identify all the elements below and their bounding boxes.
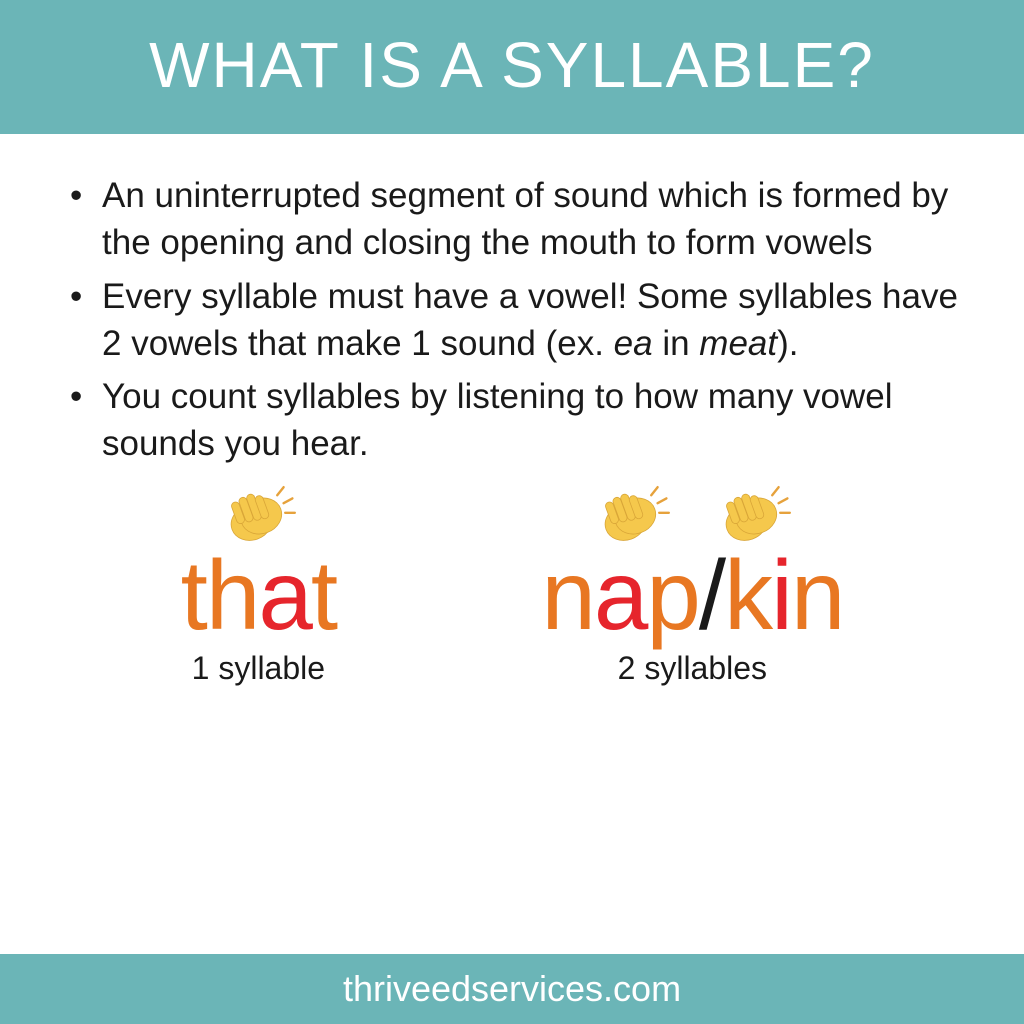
clap-icon: [592, 476, 672, 556]
word-segment: t: [311, 540, 336, 650]
example-inner: that: [181, 546, 336, 644]
example-word: that: [181, 546, 336, 644]
word-segment: k: [724, 540, 771, 650]
example-caption: 2 syllables: [618, 650, 767, 687]
clap-icon: [713, 476, 793, 556]
bullet-list: An uninterrupted segment of sound which …: [58, 172, 966, 468]
footer-text: thriveedservices.com: [0, 968, 1024, 1010]
footer-banner: thriveedservices.com: [0, 954, 1024, 1024]
content-area: An uninterrupted segment of sound which …: [0, 134, 1024, 954]
word-segment: a: [258, 540, 311, 650]
bullet-item: You count syllables by listening to how …: [58, 373, 966, 468]
bullet-item: Every syllable must have a vowel! Some s…: [58, 273, 966, 368]
example-word: nap/kin: [541, 546, 843, 644]
example-napkin: nap/kin 2 syllables: [541, 476, 843, 687]
word-segment: p: [646, 540, 699, 650]
header-banner: WHAT IS A SYLLABLE?: [0, 0, 1024, 134]
word-segment: n: [541, 540, 594, 650]
word-segment: th: [181, 540, 259, 650]
word-segment: n: [791, 540, 844, 650]
example-inner: nap/kin: [541, 546, 843, 644]
word-segment: i: [771, 540, 791, 650]
example-that: that 1 syllable: [181, 476, 336, 687]
clap-row: [541, 476, 843, 556]
clap-row: [181, 476, 336, 556]
bullet-item: An uninterrupted segment of sound which …: [58, 172, 966, 267]
clap-icon: [218, 476, 298, 556]
examples-row: that 1 syllable: [58, 476, 966, 687]
example-caption: 1 syllable: [192, 650, 325, 687]
page-title: WHAT IS A SYLLABLE?: [0, 28, 1024, 102]
word-segment: a: [594, 540, 647, 650]
word-segment: /: [699, 540, 724, 650]
